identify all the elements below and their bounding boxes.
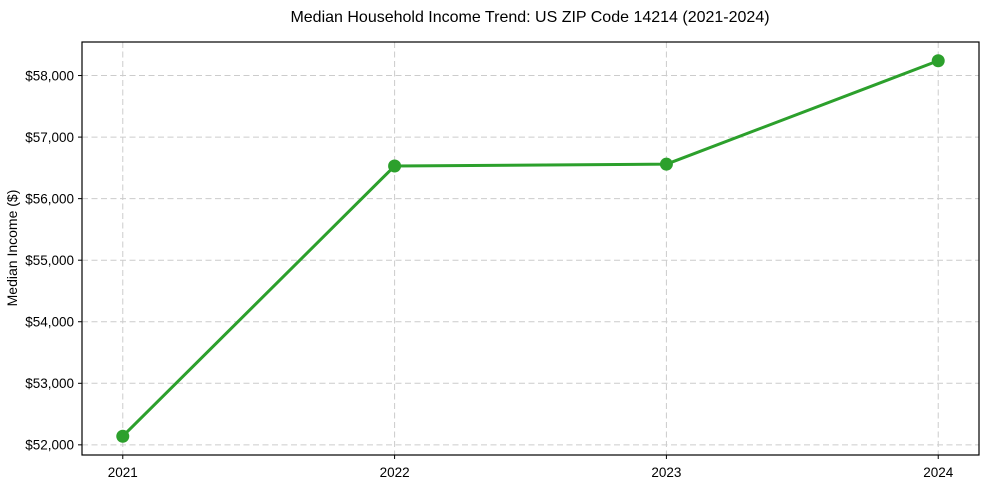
plot-area: $52,000 $53,000 $54,000 $55,000 $56,000 $57,0… bbox=[25, 41, 980, 480]
x-tick-label: 2022 bbox=[380, 465, 410, 480]
x-tick-label: 2023 bbox=[651, 465, 681, 480]
data-point bbox=[659, 157, 673, 171]
y-axis-label: Median Income ($) bbox=[4, 190, 20, 307]
y-tick-label: $58,000 bbox=[25, 68, 74, 83]
x-tick-label: 2021 bbox=[108, 465, 138, 480]
y-tick-label: $53,000 bbox=[25, 376, 74, 391]
y-tick-label: $55,000 bbox=[25, 253, 74, 268]
y-tick-label: $56,000 bbox=[25, 191, 74, 206]
x-tick-label: 2024 bbox=[923, 465, 954, 480]
y-tick-label: $52,000 bbox=[25, 438, 74, 453]
y-tick-label: $57,000 bbox=[25, 130, 74, 145]
data-point bbox=[388, 159, 402, 173]
y-tick-label: $54,000 bbox=[25, 314, 74, 329]
chart-title: Median Household Income Trend: US ZIP Co… bbox=[290, 9, 769, 26]
data-point bbox=[931, 54, 945, 68]
data-point bbox=[116, 429, 130, 443]
plot-border bbox=[81, 41, 980, 456]
trend-line bbox=[121, 59, 940, 438]
